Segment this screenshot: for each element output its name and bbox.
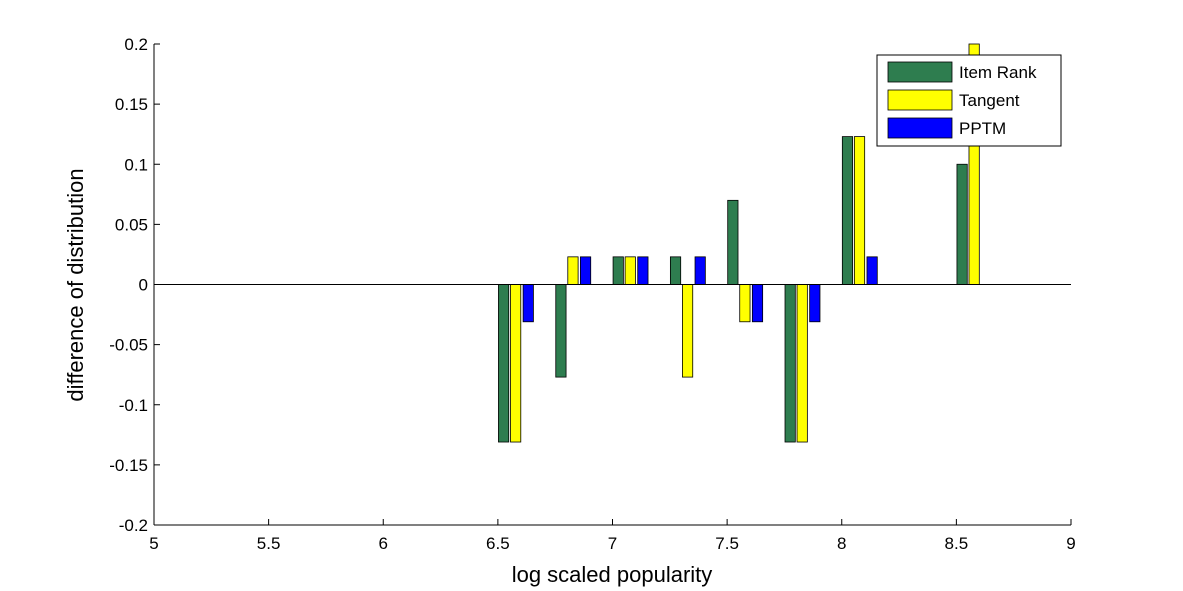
y-tick-label: 0.15 (115, 95, 148, 114)
bar-pptm-4 (751, 284, 764, 323)
y-tick-label: 0.2 (124, 35, 148, 54)
bar-item-rank-2 (612, 256, 624, 285)
legend: Item Rank Tangent PPTM (876, 54, 1062, 147)
y-tick-label: -0.1 (119, 396, 148, 415)
bar-item-rank-5 (784, 284, 796, 443)
bar-tangent-5 (796, 284, 808, 443)
bar-item-rank-7 (956, 163, 968, 285)
bar-pptm-2 (637, 256, 649, 285)
y-tick-label: -0.2 (119, 516, 148, 535)
x-tick-label: 8.5 (945, 534, 969, 553)
legend-swatch-pptm (887, 117, 953, 139)
x-tick-label: 6.5 (486, 534, 510, 553)
bar-pptm-3 (694, 256, 706, 285)
legend-label-pptm: PPTM (959, 119, 1006, 138)
y-tick-label: 0.05 (115, 215, 148, 234)
bar-pptm-1 (580, 256, 592, 285)
y-tick-label: -0.05 (109, 336, 148, 355)
y-tick-label: 0 (139, 276, 148, 295)
legend-label-tangent: Tangent (959, 91, 1020, 110)
x-tick-label: 5 (149, 534, 158, 553)
x-tick-label: 9 (1066, 534, 1075, 553)
y-tick-label: -0.15 (109, 456, 148, 475)
legend-swatch-item-rank (887, 61, 953, 83)
bar-pptm-5 (809, 284, 821, 323)
legend-swatch-tangent (887, 89, 953, 111)
y-axis-label: difference of distribution (63, 168, 88, 401)
bar-item-rank-4 (727, 199, 739, 285)
y-tick-label: 0.1 (124, 155, 148, 174)
x-tick-label: 7.5 (715, 534, 739, 553)
bar-item-rank-1 (555, 284, 567, 378)
x-tick-label: 6 (379, 534, 388, 553)
bar-tangent-2 (624, 256, 636, 285)
axes-layer: 5 5.5 6 6.5 7 7.5 8 8.5 9 -0.2 -0.15 -0.1 -0.05 0 0.05… (109, 35, 1075, 553)
bar-tangent-3 (682, 284, 694, 378)
x-tick-label: 5.5 (257, 534, 281, 553)
bar-tangent-4 (739, 284, 751, 323)
x-tick-label: 7 (608, 534, 617, 553)
bar-item-rank-6 (841, 136, 854, 285)
bar-pptm-0 (522, 284, 534, 323)
bar-tangent-1 (567, 256, 579, 285)
bar-tangent-6 (853, 136, 866, 285)
bar-item-rank-0 (498, 284, 510, 443)
bar-tangent-0 (510, 284, 522, 443)
x-tick-label: 8 (837, 534, 846, 553)
bar-pptm-6 (866, 256, 878, 285)
bar-item-rank-3 (669, 256, 682, 285)
legend-label-item-rank: Item Rank (959, 63, 1037, 82)
x-axis-label: log scaled popularity (512, 562, 713, 587)
